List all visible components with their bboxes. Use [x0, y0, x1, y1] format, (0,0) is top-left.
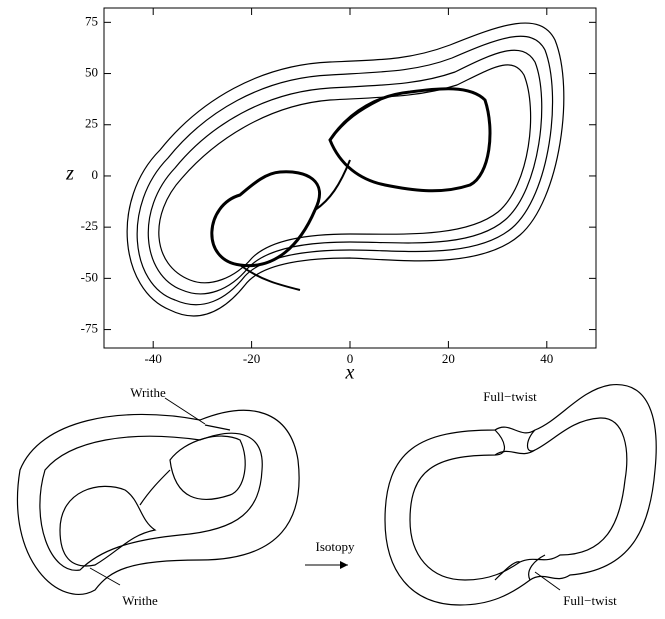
x-axis-label: x [345, 362, 355, 384]
isotopy-label: Isotopy [316, 539, 356, 554]
diagram-label: Writhe [130, 385, 166, 400]
diagram-label: Full−twist [483, 389, 537, 404]
y-axis-label: z [65, 163, 74, 185]
plot-frame [103, 7, 597, 349]
diagram-label: Writhe [122, 593, 158, 608]
y-tick-label: 50 [85, 65, 98, 80]
right-diagram [384, 384, 657, 606]
x-tick-label: 20 [442, 351, 455, 366]
y-tick-label: 75 [85, 13, 98, 28]
y-tick-label: -75 [81, 321, 98, 336]
y-tick-label: 0 [92, 167, 99, 182]
x-tick-label: -20 [243, 351, 260, 366]
x-tick-label: -40 [145, 351, 162, 366]
x-tick-label: 40 [540, 351, 553, 366]
y-tick-label: 25 [85, 116, 98, 131]
attractor [126, 22, 565, 317]
left-diagram [16, 397, 300, 595]
y-tick-label: -25 [81, 218, 98, 233]
arrow-head [340, 561, 348, 569]
x-tick-label: 0 [347, 351, 354, 366]
y-tick-label: -50 [81, 269, 98, 284]
diagram-label: Full−twist [563, 593, 617, 608]
